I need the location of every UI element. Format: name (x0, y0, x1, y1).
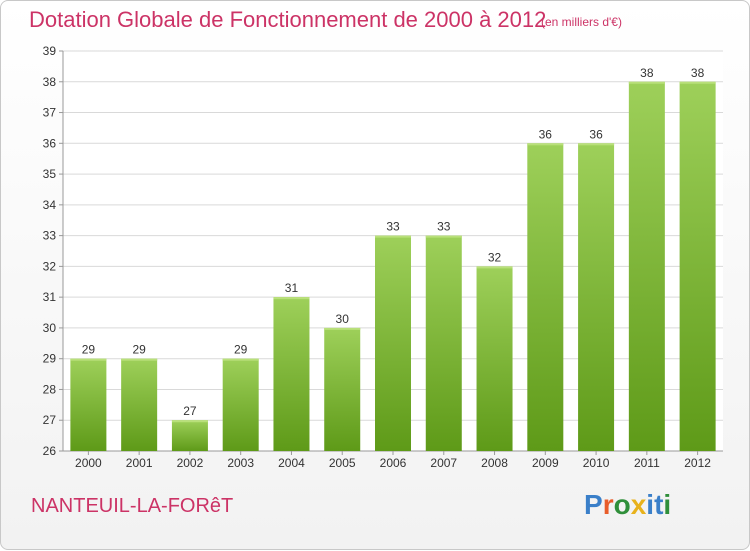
logo-letter: i (646, 489, 655, 520)
y-tick-label: 26 (43, 444, 57, 458)
bar-top-edge (273, 297, 310, 300)
bar-top-edge (121, 358, 158, 361)
bar-top-edge (527, 143, 564, 146)
bar (273, 297, 310, 451)
chart-title: Dotation Globale de Fonctionnement de 20… (29, 7, 547, 32)
data-label: 29 (234, 343, 248, 357)
bar-top-edge (679, 81, 716, 84)
bar (171, 420, 208, 451)
bar-top-edge (628, 81, 665, 84)
bar-top-edge (70, 358, 107, 361)
bar (679, 81, 716, 452)
x-tick-label: 2010 (583, 456, 610, 470)
y-tick-label: 33 (43, 229, 57, 243)
x-tick-label: 2005 (329, 456, 356, 470)
logo-letter: t (654, 489, 664, 520)
bar (425, 235, 462, 451)
y-tick-label: 38 (43, 75, 57, 89)
y-tick-label: 29 (43, 352, 57, 366)
data-label: 36 (589, 127, 603, 141)
y-tick-label: 30 (43, 321, 57, 335)
x-tick-label: 2004 (278, 456, 305, 470)
bar (628, 81, 665, 452)
logo-letter: P (584, 489, 603, 520)
logo-letter: i (663, 489, 672, 520)
data-label: 29 (132, 343, 146, 357)
data-label: 29 (82, 343, 96, 357)
bar (476, 266, 513, 451)
y-tick-label: 32 (43, 259, 57, 273)
x-tick-label: 2012 (684, 456, 711, 470)
bar (70, 358, 107, 451)
bar (527, 143, 564, 452)
data-label: 32 (488, 250, 502, 264)
logo-letter: r (602, 489, 614, 520)
data-label: 38 (691, 66, 705, 80)
data-label: 33 (437, 220, 451, 234)
x-tick-label: 2003 (227, 456, 254, 470)
data-label: 38 (640, 66, 654, 80)
logo-letter: x (630, 489, 647, 520)
data-label: 33 (386, 220, 400, 234)
x-tick-label: 2001 (126, 456, 153, 470)
bar-top-edge (375, 235, 411, 238)
y-tick-label: 39 (43, 44, 57, 58)
y-tick-label: 35 (43, 167, 57, 181)
x-tick-label: 2000 (75, 456, 102, 470)
bar (375, 235, 411, 451)
x-tick-label: 2002 (177, 456, 204, 470)
x-tick-label: 2007 (430, 456, 457, 470)
y-tick-label: 37 (43, 106, 57, 120)
logo-letter: o (613, 489, 631, 520)
chart-unit-label: (en milliers d'€) (541, 15, 622, 29)
x-tick-label: 2006 (380, 456, 407, 470)
bar-top-edge (425, 235, 462, 238)
x-tick-label: 2008 (481, 456, 508, 470)
data-label: 27 (183, 404, 197, 418)
bar-top-edge (324, 327, 361, 330)
bar (578, 143, 615, 452)
data-label: 36 (539, 127, 553, 141)
y-tick-label: 36 (43, 136, 57, 150)
x-tick-label: 2011 (634, 456, 660, 470)
y-tick-label: 28 (43, 382, 57, 396)
commune-name: NANTEUIL-LA-FORêT (31, 495, 234, 517)
bar-top-edge (578, 143, 615, 146)
bar (222, 358, 259, 451)
data-label: 30 (336, 312, 350, 326)
bar-top-edge (476, 266, 513, 269)
data-label: 31 (285, 281, 299, 295)
y-tick-label: 34 (43, 198, 57, 212)
bar (121, 358, 158, 451)
proxiti-logo: Proxiti (584, 489, 671, 521)
y-tick-label: 31 (43, 290, 57, 304)
y-tick-label: 27 (43, 413, 57, 427)
bar (324, 327, 361, 451)
bar-top-edge (222, 358, 259, 361)
x-tick-label: 2009 (532, 456, 559, 470)
bar-top-edge (171, 420, 208, 423)
